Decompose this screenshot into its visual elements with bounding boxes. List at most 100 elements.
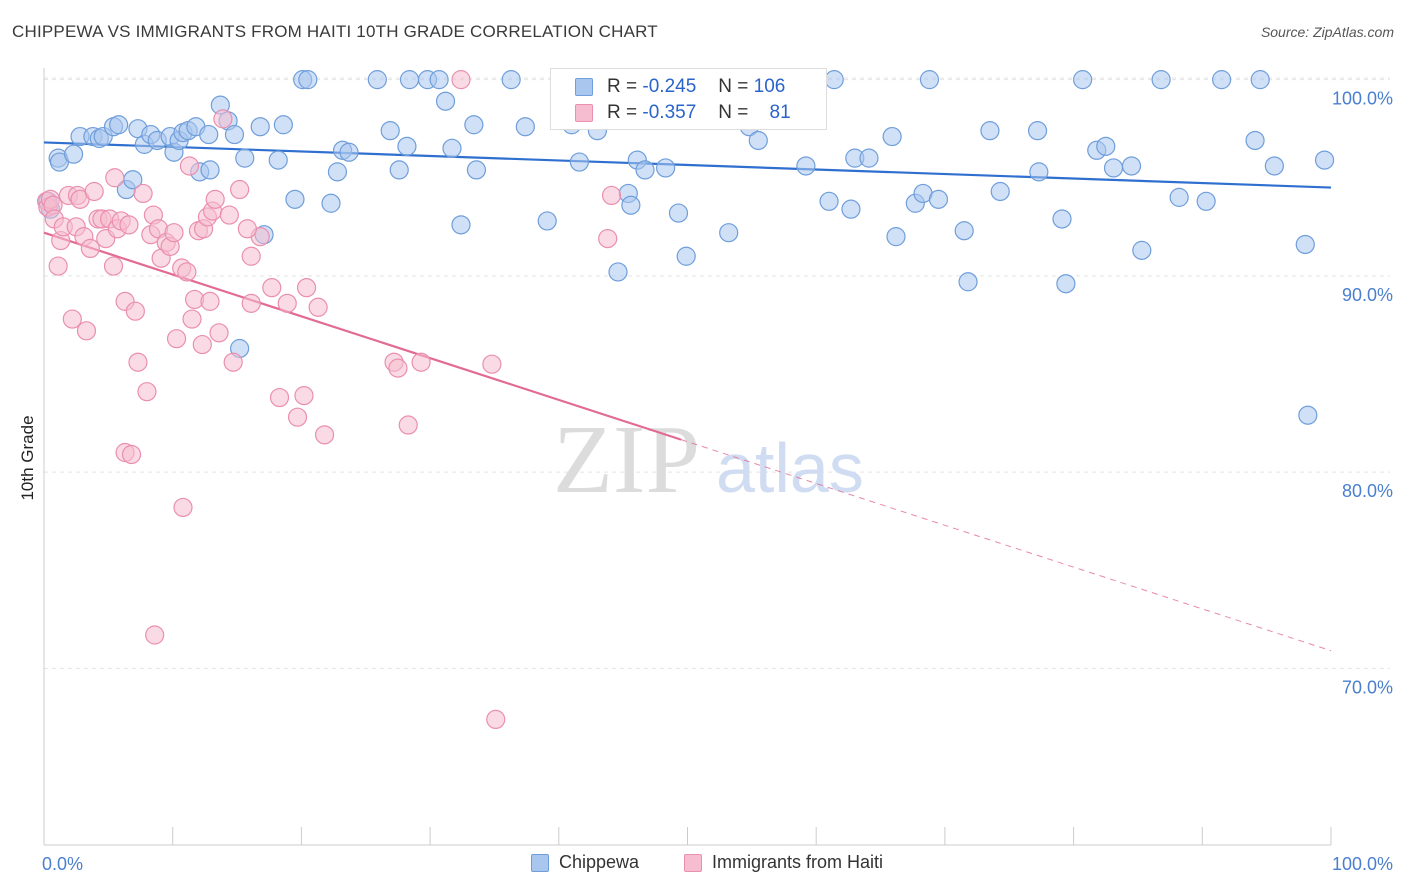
chippewa-point: [367, 70, 387, 90]
haiti-point: [482, 354, 502, 374]
r-value: -0.357: [642, 102, 697, 123]
chart-title: CHIPPEWA VS IMMIGRANTS FROM HAITI 10TH G…: [12, 22, 658, 41]
chippewa-point: [819, 191, 839, 211]
haiti-point: [84, 181, 104, 202]
n-label: N =: [718, 76, 749, 97]
haiti-point: [200, 291, 220, 311]
haiti-point: [137, 382, 157, 402]
haiti-point: [177, 262, 197, 282]
chippewa-point: [199, 124, 219, 145]
chippewa-point: [928, 189, 949, 209]
trendlines: [43, 141, 1332, 652]
chippewa-point: [1056, 274, 1076, 294]
haiti-point: [294, 385, 314, 406]
chippewa-point: [380, 121, 400, 141]
haiti-trendline-extension: [680, 439, 1332, 652]
y-tick-label: 80.0%: [1342, 481, 1393, 501]
haiti-point: [411, 352, 431, 372]
watermark-zip: ZIP: [553, 406, 700, 514]
chippewa-point: [501, 70, 521, 90]
chippewa-point: [1245, 130, 1265, 151]
stats-legend: R = -0.245 N = 106 R = -0.357 N = 81: [550, 68, 827, 130]
chippewa-point: [621, 195, 641, 215]
chippewa-point: [1264, 156, 1284, 176]
chippewa-swatch: [575, 78, 593, 96]
chippewa-point: [464, 115, 484, 135]
chippewa-point: [250, 117, 270, 137]
chippewa-point: [919, 70, 940, 90]
chippewa-point: [109, 115, 129, 135]
haiti-point: [103, 256, 124, 276]
haiti-point: [119, 215, 139, 235]
r-value: -0.245: [642, 76, 697, 97]
chippewa-point: [1196, 191, 1216, 211]
chippewa-point: [298, 70, 318, 90]
chippewa-point: [537, 211, 557, 231]
haiti-point: [213, 109, 233, 129]
chippewa-point: [327, 162, 348, 182]
chippewa-point: [1121, 156, 1142, 176]
haiti-point: [62, 309, 82, 329]
haiti-point: [287, 407, 308, 427]
haiti-point: [269, 387, 290, 408]
haiti-point: [121, 444, 142, 465]
chippewa-point: [273, 115, 293, 135]
haiti-point: [296, 278, 317, 298]
haiti-point: [173, 497, 193, 518]
haiti-point: [192, 334, 212, 355]
chippewa-point: [1151, 70, 1171, 90]
chippewa-point: [1052, 209, 1072, 229]
chippewa-point: [200, 160, 220, 180]
chippewa-point: [676, 246, 696, 266]
chippewa-point: [321, 193, 341, 213]
chippewa-point: [442, 138, 462, 158]
r-label: R =: [607, 76, 638, 97]
chippewa-point: [958, 272, 978, 292]
haiti-point: [223, 352, 243, 372]
haiti-point: [486, 709, 506, 730]
chippewa-point: [882, 126, 902, 147]
chippewa-point: [668, 203, 689, 223]
chippewa-trendline: [43, 141, 1332, 189]
data-points: [36, 70, 1335, 730]
chippewa-point: [285, 189, 305, 209]
haiti-point: [451, 70, 471, 90]
x-tick-label-max: 100.0%: [1332, 854, 1393, 874]
chippewa-point: [719, 223, 739, 243]
chippewa-point: [224, 124, 245, 145]
legend-item-chippewa: Chippewa: [531, 852, 639, 873]
haiti-point: [241, 246, 261, 266]
haiti-point: [80, 238, 100, 258]
haiti-point: [219, 205, 239, 225]
chippewa-point: [1073, 70, 1093, 90]
haiti-point: [209, 323, 229, 343]
chippewa-point: [569, 152, 589, 172]
haiti-point: [230, 179, 250, 200]
chippewa-point: [1314, 150, 1335, 170]
chippewa-point: [1103, 158, 1124, 178]
chippewa-point: [429, 70, 449, 90]
chippewa-legend-swatch: [531, 853, 549, 872]
chippewa-point: [841, 199, 861, 219]
chippewa-point: [608, 262, 628, 282]
chippewa-point: [339, 142, 359, 162]
chippewa-point: [1029, 162, 1049, 182]
n-label: N =: [718, 102, 749, 123]
chippewa-point: [796, 156, 816, 176]
chippewa-point: [451, 215, 471, 235]
chippewa-point: [635, 160, 655, 180]
chippewa-point: [399, 70, 420, 90]
chippewa-legend-label: Chippewa: [559, 852, 640, 872]
haiti-point: [76, 321, 97, 341]
watermark-atlas: atlas: [716, 429, 864, 507]
haiti-swatch: [575, 104, 593, 122]
haiti-point: [205, 189, 225, 209]
haiti-point: [314, 425, 335, 445]
haiti-point: [164, 223, 184, 243]
chippewa-point: [990, 181, 1010, 202]
x-tick-label-min: 0.0%: [42, 854, 83, 874]
legend-row-chippewa: R = -0.245 N = 106: [551, 74, 785, 100]
chippewa-point: [1096, 136, 1116, 156]
chippewa-point: [859, 148, 879, 168]
source-label: Source: ZipAtlas.com: [1260, 24, 1394, 40]
